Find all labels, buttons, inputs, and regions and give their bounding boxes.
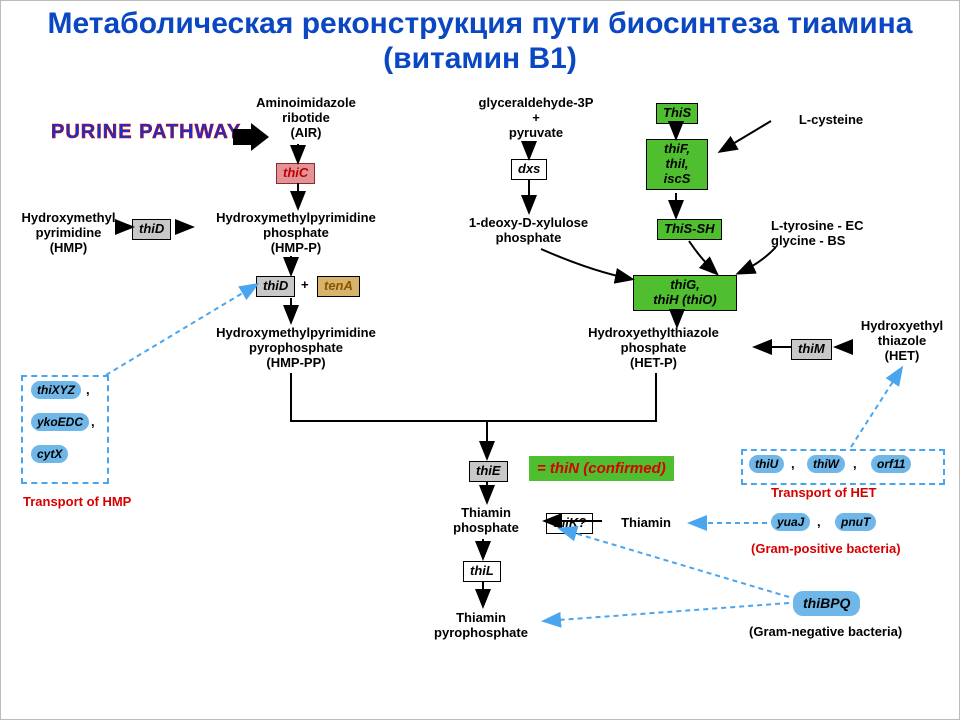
enzyme-thiC: thiC bbox=[276, 163, 315, 184]
metabolite-ltyr: L-tyrosine - ECglycine - BS bbox=[771, 219, 931, 249]
enzyme-thiGH: thiG,thiH (thiO) bbox=[633, 275, 737, 311]
thiN-label: = thiN (confirmed) bbox=[529, 456, 674, 481]
enzyme-thiFI: thiF,thiI,iscS bbox=[646, 139, 708, 190]
diagram-canvas: Метаболическая реконструкция пути биосин… bbox=[0, 0, 960, 720]
metabolite-hmp: Hydroxymethylpyrimidine(HMP) bbox=[11, 211, 126, 256]
metabolite-air: Aminoimidazoleribotide(AIR) bbox=[231, 96, 381, 141]
page-title: Метаболическая реконструкция пути биосин… bbox=[1, 7, 959, 76]
metabolite-hmppp: Hydroxymethylpyrimidinepyrophosphate(HMP… bbox=[191, 326, 401, 371]
pill-thiW: thiW bbox=[807, 455, 845, 473]
pill-ykoEDC: ykoEDC bbox=[31, 413, 89, 431]
enzyme-thiL: thiL bbox=[463, 561, 501, 582]
metabolite-het: Hydroxyethylthiazole(HET) bbox=[847, 319, 957, 364]
grampos-label: (Gram-positive bacteria) bbox=[751, 541, 901, 556]
pill-cytX: cytX bbox=[31, 445, 68, 463]
metabolite-tpp: Thiaminpyrophosphate bbox=[421, 611, 541, 641]
enzyme-thiD-1: thiD bbox=[132, 219, 171, 240]
metabolite-lcys: L-cysteine bbox=[771, 113, 891, 128]
het-transport-label: Transport of HET bbox=[771, 485, 876, 500]
metabolite-hetp: Hydroxyethylthiazolephosphate(HET-P) bbox=[556, 326, 751, 371]
pill-thiXYZ: thiXYZ bbox=[31, 381, 81, 399]
enzyme-thiS: ThiS bbox=[656, 103, 698, 124]
metabolite-tmp: Thiaminphosphate bbox=[436, 506, 536, 536]
pill-yuaJ: yuaJ bbox=[771, 513, 810, 531]
enzyme-tenA: tenA bbox=[317, 276, 360, 297]
enzyme-thiK: thiK? bbox=[546, 513, 593, 534]
metabolite-hmpp: Hydroxymethylpyrimidinephosphate(HMP-P) bbox=[191, 211, 401, 256]
metabolite-gly3p: glyceraldehyde-3P+pyruvate bbox=[461, 96, 611, 141]
enzyme-thiM: thiM bbox=[791, 339, 832, 360]
pill-orf11: orf11 bbox=[871, 455, 911, 473]
gramneg-label: (Gram-negative bacteria) bbox=[749, 624, 902, 639]
pill-pnuT: pnuT bbox=[835, 513, 876, 531]
hmp-transport-label: Transport of HMP bbox=[23, 494, 131, 509]
plus-sign: + bbox=[301, 278, 309, 293]
enzyme-thiD-2: thiD bbox=[256, 276, 295, 297]
metabolite-dxp: 1-deoxy-D-xylulosephosphate bbox=[441, 216, 616, 246]
enzyme-dxs: dxs bbox=[511, 159, 547, 180]
enzyme-thiE: thiE bbox=[469, 461, 508, 482]
pill-thiBPQ: thiBPQ bbox=[793, 591, 860, 616]
pill-thiU: thiU bbox=[749, 455, 784, 473]
metabolite-thiamin: Thiamin bbox=[606, 516, 686, 531]
enzyme-thisSH: ThiS-SH bbox=[657, 219, 722, 240]
purine-pathway-label: PURINE PATHWAY bbox=[51, 121, 241, 144]
